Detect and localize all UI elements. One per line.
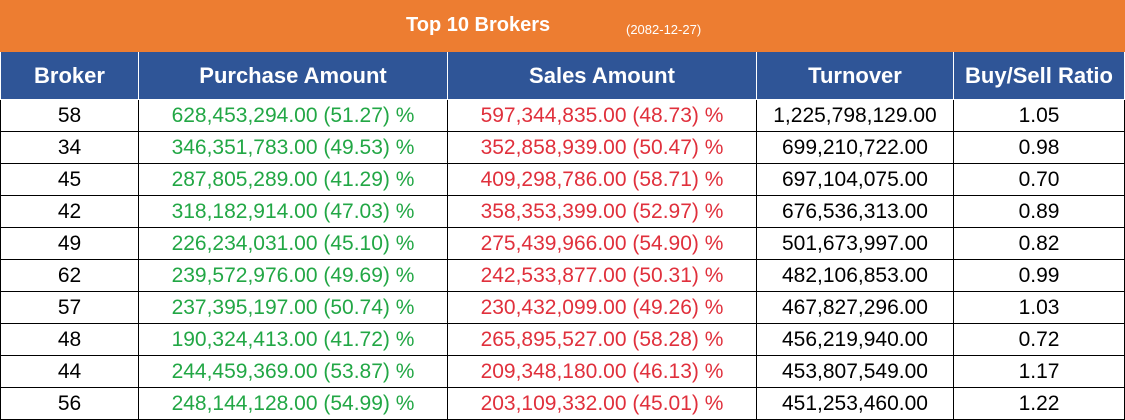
sales-amount-cell: 203,109,332.00 (45.01) % <box>447 387 757 420</box>
turnover-cell: 501,673,997.00 <box>756 227 954 260</box>
table-row: 62 239,572,976.00 (49.69) % 242,533,877.00… <box>0 259 1125 292</box>
column-header-broker[interactable]: Broker <box>0 52 139 100</box>
turnover-cell: 699,210,722.00 <box>756 131 954 164</box>
sales-amount-cell: 409,298,786.00 (58.71) % <box>447 163 757 196</box>
purchase-amount-cell: 248,144,128.00 (54.99) % <box>138 387 448 420</box>
broker-cell: 62 <box>0 259 139 292</box>
page-title: Top 10 Brokers <box>406 14 551 36</box>
turnover-cell: 697,104,075.00 <box>756 163 954 196</box>
buy-sell-ratio-cell: 0.82 <box>953 227 1125 260</box>
brokers-table: Broker Purchase Amount Sales Amount Turn… <box>0 52 1125 420</box>
buy-sell-ratio-cell: 0.99 <box>953 259 1125 292</box>
sales-amount-cell: 265,895,527.00 (58.28) % <box>447 323 757 356</box>
sales-amount-cell: 242,533,877.00 (50.31) % <box>447 259 757 292</box>
table-row: 56 248,144,128.00 (54.99) % 203,109,332.00… <box>0 387 1125 420</box>
table-row: 34 346,351,783.00 (49.53) % 352,858,939.00… <box>0 131 1125 164</box>
sales-amount-cell: 597,344,835.00 (48.73) % <box>447 99 757 132</box>
column-header-turnover[interactable]: Turnover <box>756 52 954 100</box>
buy-sell-ratio-cell: 1.22 <box>953 387 1125 420</box>
table-row: 58 628,453,294.00 (51.27) % 597,344,835.00… <box>0 99 1125 132</box>
column-header-buy-sell-ratio[interactable]: Buy/Sell Ratio <box>953 52 1125 100</box>
turnover-cell: 676,536,313.00 <box>756 195 954 228</box>
buy-sell-ratio-cell: 1.03 <box>953 291 1125 324</box>
table-header-row: Broker Purchase Amount Sales Amount Turn… <box>0 52 1125 100</box>
purchase-amount-cell: 237,395,197.00 (50.74) % <box>138 291 448 324</box>
broker-cell: 48 <box>0 323 139 356</box>
sales-amount-cell: 358,353,399.00 (52.97) % <box>447 195 757 228</box>
broker-cell: 45 <box>0 163 139 196</box>
purchase-amount-cell: 628,453,294.00 (51.27) % <box>138 99 448 132</box>
table-row: 45 287,805,289.00 (41.29) % 409,298,786.00… <box>0 163 1125 196</box>
table-row: 48 190,324,413.00 (41.72) % 265,895,527.00… <box>0 323 1125 356</box>
turnover-cell: 453,807,549.00 <box>756 355 954 388</box>
table-row: 49 226,234,031.00 (45.10) % 275,439,966.00… <box>0 227 1125 260</box>
sales-amount-cell: 275,439,966.00 (54.90) % <box>447 227 757 260</box>
broker-cell: 34 <box>0 131 139 164</box>
turnover-cell: 482,106,853.00 <box>756 259 954 292</box>
sales-amount-cell: 230,432,099.00 (49.26) % <box>447 291 757 324</box>
broker-cell: 44 <box>0 355 139 388</box>
title-banner: Top 10 Brokers (2082-12-27) <box>0 0 1125 52</box>
buy-sell-ratio-cell: 0.72 <box>953 323 1125 356</box>
buy-sell-ratio-cell: 0.98 <box>953 131 1125 164</box>
broker-cell: 57 <box>0 291 139 324</box>
column-header-purchase-amount[interactable]: Purchase Amount <box>138 52 448 100</box>
broker-cell: 58 <box>0 99 139 132</box>
buy-sell-ratio-cell: 0.89 <box>953 195 1125 228</box>
purchase-amount-cell: 318,182,914.00 (47.03) % <box>138 195 448 228</box>
purchase-amount-cell: 287,805,289.00 (41.29) % <box>138 163 448 196</box>
column-header-sales-amount[interactable]: Sales Amount <box>447 52 757 100</box>
turnover-cell: 1,225,798,129.00 <box>756 99 954 132</box>
purchase-amount-cell: 346,351,783.00 (49.53) % <box>138 131 448 164</box>
sales-amount-cell: 209,348,180.00 (46.13) % <box>447 355 757 388</box>
table-row: 44 244,459,369.00 (53.87) % 209,348,180.00… <box>0 355 1125 388</box>
sales-amount-cell: 352,858,939.00 (50.47) % <box>447 131 757 164</box>
report-date: (2082-12-27) <box>626 22 702 37</box>
buy-sell-ratio-cell: 1.17 <box>953 355 1125 388</box>
table-row: 57 237,395,197.00 (50.74) % 230,432,099.00… <box>0 291 1125 324</box>
turnover-cell: 467,827,296.00 <box>756 291 954 324</box>
buy-sell-ratio-cell: 0.70 <box>953 163 1125 196</box>
purchase-amount-cell: 244,459,369.00 (53.87) % <box>138 355 448 388</box>
broker-cell: 42 <box>0 195 139 228</box>
broker-cell: 49 <box>0 227 139 260</box>
broker-cell: 56 <box>0 387 139 420</box>
table-row: 42 318,182,914.00 (47.03) % 358,353,399.00… <box>0 195 1125 228</box>
purchase-amount-cell: 239,572,976.00 (49.69) % <box>138 259 448 292</box>
purchase-amount-cell: 190,324,413.00 (41.72) % <box>138 323 448 356</box>
buy-sell-ratio-cell: 1.05 <box>953 99 1125 132</box>
turnover-cell: 456,219,940.00 <box>756 323 954 356</box>
purchase-amount-cell: 226,234,031.00 (45.10) % <box>138 227 448 260</box>
turnover-cell: 451,253,460.00 <box>756 387 954 420</box>
